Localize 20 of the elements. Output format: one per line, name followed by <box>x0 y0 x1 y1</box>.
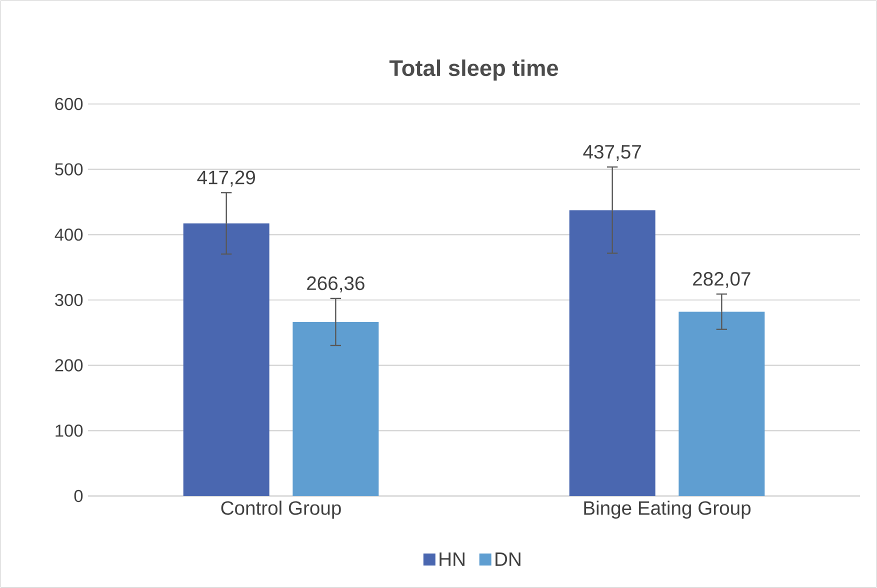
legend-label: DN <box>496 552 520 566</box>
y-tick-label: 0 <box>74 490 83 502</box>
y-tick-label: 600 <box>55 98 83 110</box>
data-label: 417,29 <box>197 170 255 187</box>
data-label: 437,57 <box>583 144 641 161</box>
y-tick-label: 500 <box>55 163 83 176</box>
data-label: 266,36 <box>307 276 364 292</box>
y-tick-label: 200 <box>55 359 83 372</box>
x-tick-label: Control Group <box>221 500 341 519</box>
bar <box>183 223 270 496</box>
bar <box>569 210 656 496</box>
y-tick-label: 400 <box>54 228 83 241</box>
bar <box>678 312 765 496</box>
chart-title: Total sleep time <box>389 60 558 81</box>
legend-label: HN <box>440 552 464 566</box>
bar <box>292 322 379 496</box>
data-label: 282,07 <box>693 272 750 288</box>
x-tick-label: Binge Eating Group <box>584 500 751 519</box>
y-tick-label: 300 <box>55 294 83 306</box>
y-tick-label: 100 <box>56 424 83 437</box>
